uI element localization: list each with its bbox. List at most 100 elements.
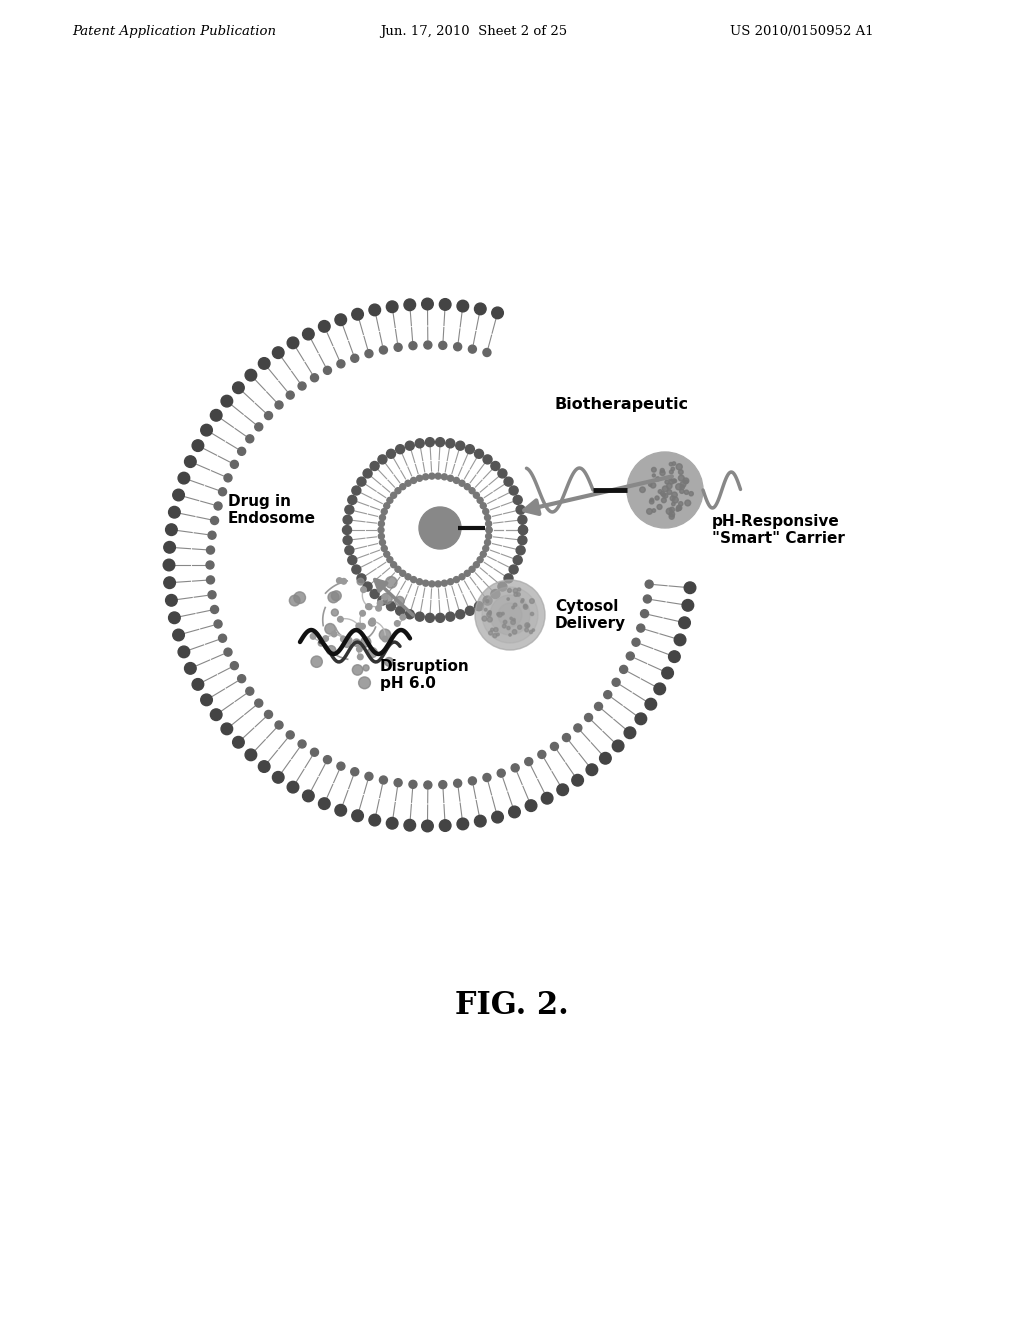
Circle shape: [677, 507, 681, 511]
Circle shape: [435, 438, 444, 446]
Circle shape: [238, 675, 246, 682]
Circle shape: [457, 300, 469, 312]
Circle shape: [504, 574, 513, 583]
Circle shape: [352, 309, 364, 319]
Circle shape: [390, 492, 396, 498]
Circle shape: [310, 748, 318, 756]
Circle shape: [394, 779, 402, 787]
Circle shape: [645, 581, 653, 589]
Circle shape: [211, 516, 218, 524]
Circle shape: [469, 566, 475, 573]
Circle shape: [517, 587, 520, 591]
Circle shape: [419, 507, 461, 549]
Circle shape: [184, 455, 197, 467]
Circle shape: [164, 577, 175, 589]
Circle shape: [516, 545, 525, 554]
Circle shape: [504, 477, 513, 486]
Circle shape: [387, 557, 393, 562]
Circle shape: [654, 682, 666, 694]
Circle shape: [586, 764, 598, 776]
Circle shape: [512, 630, 517, 634]
Circle shape: [494, 627, 498, 632]
Circle shape: [381, 508, 387, 515]
Circle shape: [524, 628, 528, 632]
Circle shape: [395, 445, 404, 454]
Circle shape: [378, 527, 384, 533]
Circle shape: [425, 614, 434, 622]
Circle shape: [525, 623, 529, 628]
Circle shape: [310, 634, 315, 639]
Circle shape: [585, 714, 593, 722]
Circle shape: [218, 488, 226, 496]
Circle shape: [343, 536, 352, 545]
Circle shape: [538, 751, 546, 759]
Circle shape: [382, 594, 388, 599]
Circle shape: [469, 487, 475, 494]
Circle shape: [487, 611, 492, 615]
Text: Patent Application Publication: Patent Application Publication: [72, 25, 276, 38]
Text: US 2010/0150952 A1: US 2010/0150952 A1: [730, 25, 873, 38]
Circle shape: [474, 816, 486, 826]
Circle shape: [513, 495, 522, 504]
Circle shape: [201, 424, 212, 436]
Circle shape: [657, 504, 663, 510]
Circle shape: [498, 469, 507, 478]
Circle shape: [352, 665, 362, 675]
Circle shape: [516, 506, 525, 515]
Circle shape: [664, 494, 668, 498]
Circle shape: [670, 479, 674, 484]
Circle shape: [441, 474, 447, 480]
Circle shape: [337, 578, 342, 583]
Circle shape: [411, 478, 417, 483]
Circle shape: [684, 582, 695, 594]
Circle shape: [658, 490, 662, 494]
Circle shape: [337, 360, 345, 368]
Circle shape: [166, 594, 177, 606]
Circle shape: [662, 494, 666, 496]
Circle shape: [163, 560, 175, 570]
Circle shape: [409, 342, 417, 350]
Circle shape: [484, 540, 490, 545]
Circle shape: [381, 593, 392, 605]
Circle shape: [364, 665, 369, 671]
Circle shape: [674, 479, 677, 483]
Circle shape: [404, 300, 416, 310]
Circle shape: [395, 597, 404, 606]
Circle shape: [612, 741, 624, 752]
Circle shape: [425, 438, 434, 446]
Circle shape: [423, 581, 429, 586]
Circle shape: [357, 655, 364, 660]
Circle shape: [395, 606, 404, 615]
Circle shape: [331, 631, 337, 636]
Circle shape: [298, 741, 306, 748]
Circle shape: [386, 817, 398, 829]
Circle shape: [164, 541, 175, 553]
Circle shape: [464, 483, 470, 490]
Circle shape: [343, 515, 352, 524]
Circle shape: [439, 780, 446, 788]
Text: pH-Responsive
"Smart" Carrier: pH-Responsive "Smart" Carrier: [712, 513, 845, 546]
Circle shape: [667, 483, 672, 488]
Circle shape: [406, 610, 415, 619]
Circle shape: [683, 478, 689, 483]
Circle shape: [659, 470, 666, 475]
Circle shape: [680, 482, 686, 487]
Circle shape: [520, 601, 523, 603]
Circle shape: [173, 630, 184, 640]
Circle shape: [178, 473, 189, 484]
Circle shape: [377, 601, 383, 606]
Circle shape: [386, 602, 395, 611]
Circle shape: [680, 484, 684, 490]
Circle shape: [439, 342, 446, 350]
Circle shape: [358, 453, 512, 607]
Circle shape: [665, 480, 669, 484]
Circle shape: [652, 508, 655, 512]
Circle shape: [255, 700, 263, 708]
Circle shape: [483, 774, 490, 781]
Circle shape: [173, 490, 184, 500]
Circle shape: [504, 620, 507, 624]
Circle shape: [672, 492, 677, 498]
Circle shape: [625, 727, 636, 739]
Circle shape: [523, 605, 527, 607]
Circle shape: [207, 576, 214, 583]
